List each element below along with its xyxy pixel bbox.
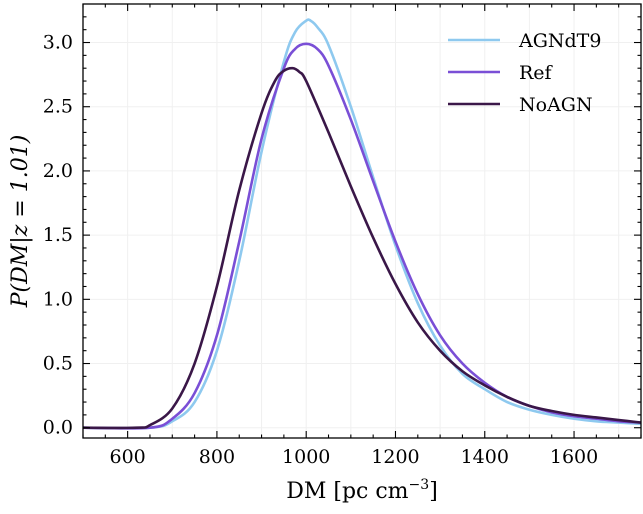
y-axis-label: P(DM|z = 1.01) [8,135,33,309]
y-tick-label: 3.0 [43,32,73,54]
x-tick-label: 1400 [461,446,509,468]
x-tick-label: 1200 [371,446,419,468]
x-tick-label: 600 [110,446,146,468]
legend-label: NoAGN [519,94,593,116]
series-line-agndt9 [83,18,641,430]
y-tick-label: 2.0 [43,160,73,182]
x-axis-label-main: DM [pc cm [286,479,408,504]
plot-frame [82,3,642,439]
y-tick-label: 0.5 [43,353,73,375]
legend-label: Ref [519,62,554,84]
legend-label: AGNdT9 [518,30,601,52]
plot-series [83,18,641,430]
x-tick-labels: 600 800 1000 1200 1400 1600 [110,446,599,468]
x-axis-label-close: ] [429,479,438,504]
series-line-noagn [83,66,641,430]
x-tick-label: 1000 [282,446,330,468]
x-tick-label: 800 [199,446,235,468]
y-tick-label: 0.0 [43,417,73,439]
grid [82,4,641,438]
x-tick-label: 1600 [550,446,598,468]
legend-item-ref: Ref [448,62,554,84]
y-tick-labels: 0.0 0.5 1.0 1.5 2.0 2.5 3.0 [43,32,73,439]
y-tick-label: 2.5 [43,96,73,118]
x-axis-label-sup: −3 [409,477,430,493]
y-tick-label: 1.5 [43,224,73,246]
legend: AGNdT9 Ref NoAGN [448,30,601,116]
axis-ticks [82,4,642,438]
legend-item-noagn: NoAGN [448,94,593,116]
x-axis-label: DM [pc cm−3] [286,477,438,504]
y-tick-label: 1.0 [43,288,73,310]
series-group [83,18,641,430]
legend-item-agndt9: AGNdT9 [448,30,601,52]
